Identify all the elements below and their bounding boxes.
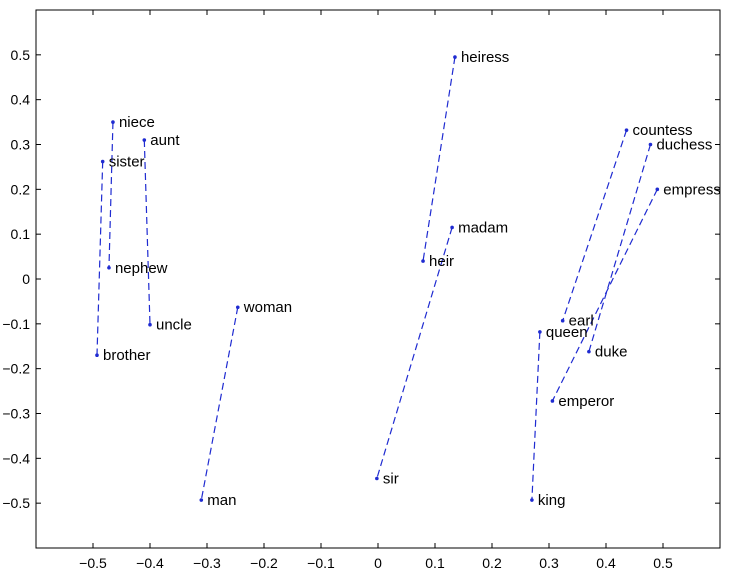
pair-line-countess-earl — [562, 129, 628, 321]
point-countess — [624, 128, 629, 132]
point-heiress — [453, 55, 457, 59]
pair-line-queen-king — [531, 331, 541, 501]
point-label-nephew: nephew — [115, 260, 168, 277]
y-tick-label: 0.3 — [11, 137, 31, 153]
pair-line-aunt-uncle — [143, 139, 151, 325]
point-label-niece: niece — [119, 114, 155, 131]
point-label-countess: countess — [633, 122, 693, 139]
data-points — [95, 55, 660, 502]
x-tick-label: −0.5 — [79, 555, 107, 571]
x-tick-label: −0.2 — [250, 555, 278, 571]
point-label-earl: earl — [569, 313, 594, 330]
point-label-queen: queen — [546, 324, 588, 341]
x-tick-label: −0.1 — [307, 555, 335, 571]
point-nephew — [107, 265, 111, 270]
point-label-heir: heir — [429, 253, 454, 270]
point-uncle — [148, 322, 152, 327]
y-tick-label: −0.5 — [2, 495, 30, 511]
x-tick-label: 0.5 — [653, 555, 673, 571]
x-tick-label: 0.4 — [596, 555, 616, 571]
point-label-brother: brother — [103, 347, 151, 364]
point-label-heiress: heiress — [461, 49, 509, 66]
point-label-sir: sir — [383, 471, 399, 488]
point-sister — [100, 159, 105, 164]
point-label-uncle: uncle — [156, 317, 192, 334]
x-tick-label: 0 — [374, 555, 382, 571]
x-tick-label: −0.3 — [193, 555, 221, 571]
x-tick-label: 0.3 — [539, 555, 559, 571]
pair-line-empress-emperor — [551, 189, 658, 402]
x-tick-label: −0.4 — [136, 555, 164, 571]
point-duchess — [648, 142, 653, 147]
point-sir — [375, 476, 379, 481]
point-man — [199, 498, 204, 502]
point-emperor — [550, 399, 555, 403]
y-tick-label: −0.3 — [2, 406, 30, 422]
pair-line-duchess-duke — [588, 144, 652, 352]
y-tick-label: −0.4 — [2, 450, 30, 466]
y-tick-label: 0.1 — [11, 226, 31, 242]
point-label-woman: woman — [243, 299, 292, 316]
x-tick-label: 0.1 — [425, 555, 445, 571]
x-tick-label: 0.2 — [482, 555, 502, 571]
point-label-empress: empress — [663, 181, 721, 198]
y-tick-label: −0.1 — [2, 316, 30, 332]
point-king — [530, 498, 534, 502]
point-label-madam: madam — [458, 219, 508, 236]
plot-area — [35, 9, 721, 549]
point-label-king: king — [538, 492, 566, 509]
y-tick-label: 0.4 — [11, 92, 31, 108]
point-madam — [450, 225, 454, 230]
point-label-man: man — [207, 492, 236, 509]
point-niece — [111, 120, 115, 124]
point-label-aunt: aunt — [150, 132, 180, 149]
point-heir — [421, 259, 425, 263]
y-tick-label: −0.2 — [2, 361, 30, 377]
point-label-duke: duke — [595, 344, 628, 361]
axis-ticks: −0.5 −0.4 −0.3 −0.2 −0.1 0 0.1 0.2 0.3 0.4 0.5 0.5 0… — [2, 10, 720, 571]
y-tick-label: 0 — [22, 271, 30, 287]
pair-line-niece-nephew — [108, 122, 114, 268]
point-queen — [538, 330, 542, 334]
y-tick-label: 0.2 — [11, 181, 31, 197]
point-brother — [95, 353, 99, 358]
pair-lines — [96, 56, 658, 501]
point-woman — [235, 305, 240, 310]
pair-line-heiress-heir — [422, 56, 456, 262]
y-tick-label: 0.5 — [11, 47, 31, 63]
point-earl — [560, 318, 565, 323]
point-duke — [587, 349, 591, 354]
point-label-duchess: duchess — [656, 137, 712, 154]
point-empress — [655, 187, 660, 192]
point-aunt — [142, 138, 147, 142]
point-label-emperor: emperor — [558, 393, 614, 410]
point-label-sister: sister — [109, 154, 145, 171]
